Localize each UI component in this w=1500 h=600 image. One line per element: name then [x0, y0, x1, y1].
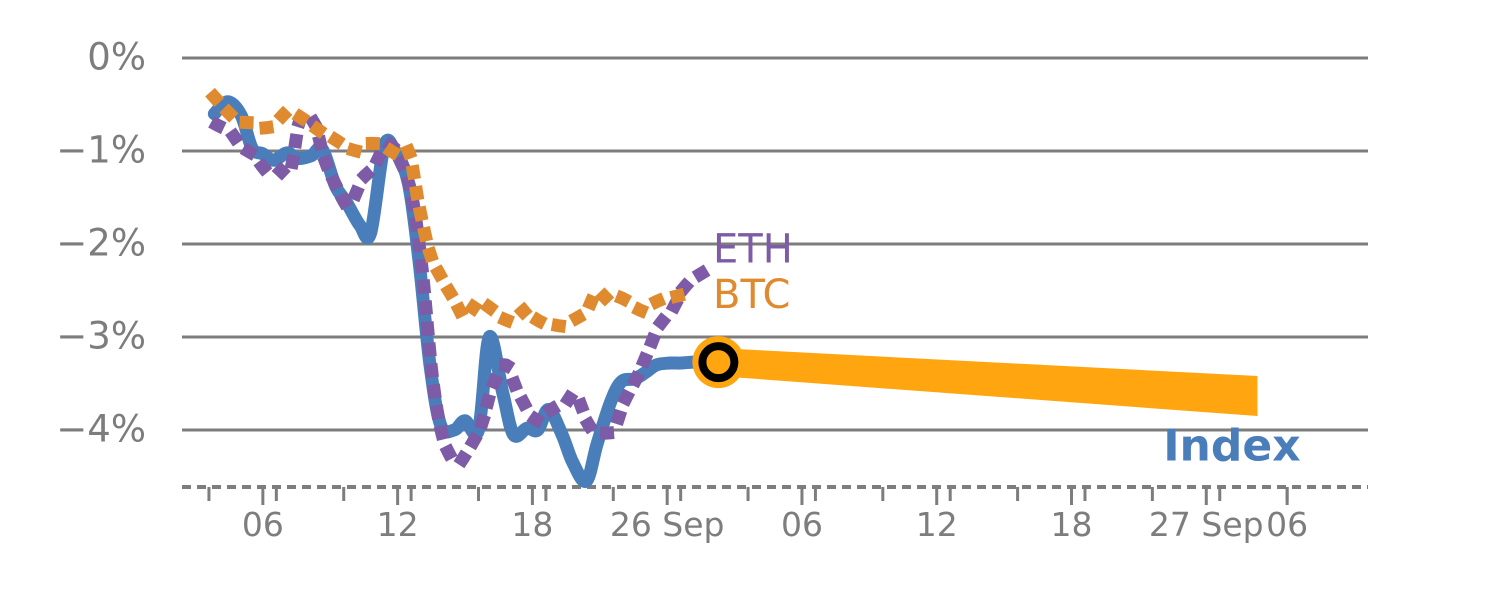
- y-tick-label: −1%: [56, 129, 146, 172]
- x-tick-label: 12: [916, 505, 958, 544]
- x-tick-label: 27 Sep: [1149, 505, 1264, 544]
- x-tick-label: 18: [511, 505, 553, 544]
- y-tick-label: −4%: [56, 408, 146, 451]
- y-tick-label: −3%: [56, 315, 146, 358]
- x-tick-label: 18: [1051, 505, 1093, 544]
- marker-ring-icon[interactable]: [698, 342, 739, 383]
- series-line-btc: [205, 87, 702, 333]
- x-tick-label: 06: [1266, 505, 1308, 544]
- y-tick-label: 0%: [87, 36, 146, 79]
- x-tick-label: 26 Sep: [610, 505, 725, 544]
- x-axis: [182, 485, 1368, 501]
- series-line-eth: [208, 108, 717, 470]
- current-value-marker[interactable]: [692, 336, 745, 389]
- forecast-cone: [718, 348, 1258, 417]
- y-tick-label: −2%: [56, 222, 146, 265]
- index-label: Index: [1163, 421, 1300, 472]
- x-tick-label: 06: [242, 505, 284, 544]
- forecast-band: [718, 348, 1258, 417]
- y-axis-labels: 0% −1% −2% −3% −4%: [56, 36, 146, 451]
- x-tick-label: 06: [781, 505, 823, 544]
- x-axis-labels: 06 12 18 26 Sep 06 12 18 27 Sep 06: [242, 487, 1308, 544]
- btc-label: BTC: [713, 272, 790, 318]
- data-series: [205, 87, 725, 489]
- eth-label: ETH: [713, 226, 793, 272]
- x-tick-label: 12: [377, 505, 419, 544]
